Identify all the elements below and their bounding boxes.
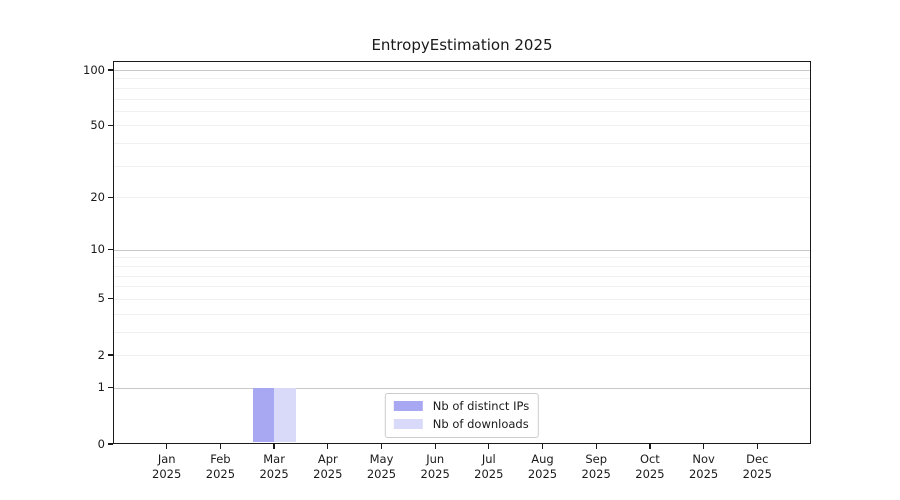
gridline-minor-y-5 bbox=[113, 298, 811, 300]
gridline-minor-y-40 bbox=[113, 143, 811, 145]
x-tick-mark-nov bbox=[702, 444, 705, 449]
legend-swatch-nb-of-distinct-ips bbox=[393, 401, 423, 411]
x-tick-mark-apr bbox=[327, 444, 329, 449]
y-tick-label-100: 100 bbox=[83, 62, 105, 77]
y-tick-mark-5 bbox=[108, 298, 113, 300]
legend-swatch-nb-of-downloads bbox=[393, 419, 423, 429]
x-tick-label-oct: Oct 2025 bbox=[635, 452, 665, 481]
x-tick-label-sep: Sep 2025 bbox=[581, 452, 611, 481]
x-tick-label-mar: Mar 2025 bbox=[259, 452, 289, 481]
gridline-minor-y-90 bbox=[113, 78, 811, 80]
x-tick-label-may: May 2025 bbox=[366, 452, 397, 481]
y-tick-label-10: 10 bbox=[90, 242, 105, 257]
y-tick-mark-50 bbox=[108, 124, 113, 127]
x-tick-mark-jan bbox=[166, 444, 168, 449]
y-tick-mark-10 bbox=[108, 249, 113, 251]
gridline-minor-y-70 bbox=[113, 98, 811, 100]
legend-label-nb-of-distinct-ips: Nb of distinct IPs bbox=[432, 399, 530, 413]
gridline-minor-y-3 bbox=[113, 331, 811, 333]
x-tick-label-apr: Apr 2025 bbox=[313, 452, 343, 481]
plot-area: Nb of distinct IPs Nb of downloads bbox=[113, 61, 811, 444]
y-tick-label-20: 20 bbox=[90, 189, 105, 204]
gridline-minor-y-80 bbox=[113, 87, 811, 89]
gridline-minor-y-30 bbox=[113, 165, 811, 167]
y-tick-label-50: 50 bbox=[90, 117, 105, 132]
gridline-major-y-1 bbox=[113, 387, 811, 389]
bar-nb-of-distinct-ips-mar bbox=[252, 387, 275, 443]
y-tick-mark-1 bbox=[108, 387, 113, 389]
gridline-minor-y-2 bbox=[113, 355, 811, 356]
x-tick-mark-dec bbox=[756, 444, 758, 449]
gridline-minor-y-50 bbox=[113, 125, 811, 127]
x-tick-mark-mar bbox=[273, 444, 275, 449]
gridline-minor-y-9 bbox=[113, 257, 811, 259]
legend: Nb of distinct IPs Nb of downloads bbox=[384, 393, 540, 438]
gridline-minor-y-7 bbox=[113, 275, 811, 277]
y-tick-mark-2 bbox=[108, 354, 113, 356]
gridline-minor-y-8 bbox=[113, 265, 811, 267]
gridline-minor-y-6 bbox=[113, 286, 811, 288]
gridline-minor-y-20 bbox=[113, 197, 811, 199]
legend-label-nb-of-downloads: Nb of downloads bbox=[432, 417, 529, 431]
y-tick-label-5: 5 bbox=[97, 291, 105, 306]
x-tick-mark-oct bbox=[649, 444, 651, 449]
x-tick-mark-jun bbox=[434, 444, 436, 449]
x-tick-label-dec: Dec 2025 bbox=[742, 452, 772, 481]
y-tick-mark-0 bbox=[108, 443, 113, 445]
gridline-major-y-100 bbox=[113, 70, 811, 71]
x-tick-label-jul: Jul 2025 bbox=[474, 452, 504, 481]
gridline-minor-y-60 bbox=[113, 110, 811, 112]
y-tick-label-1: 1 bbox=[97, 380, 105, 395]
gridline-major-y-10 bbox=[113, 249, 811, 251]
x-tick-label-jan: Jan 2025 bbox=[152, 452, 182, 481]
x-tick-mark-jul bbox=[488, 444, 490, 449]
x-tick-label-aug: Aug 2025 bbox=[527, 452, 558, 481]
x-tick-label-jun: Jun 2025 bbox=[420, 452, 450, 481]
legend-entry-nb-of-downloads: Nb of downloads bbox=[393, 417, 529, 431]
x-tick-mark-may bbox=[380, 444, 383, 449]
y-tick-label-0: 0 bbox=[97, 436, 105, 451]
chart-title: EntropyEstimation 2025 bbox=[371, 36, 553, 54]
x-tick-label-feb: Feb 2025 bbox=[205, 452, 236, 481]
y-tick-mark-100 bbox=[108, 69, 113, 71]
x-tick-label-nov: Nov 2025 bbox=[688, 452, 719, 481]
x-tick-mark-feb bbox=[219, 444, 222, 449]
axes-frame bbox=[113, 61, 811, 444]
legend-entry-nb-of-distinct-ips: Nb of distinct IPs bbox=[393, 399, 530, 413]
gridline-minor-y-4 bbox=[113, 313, 811, 315]
bar-nb-of-downloads-mar bbox=[274, 387, 296, 443]
y-tick-label-2: 2 bbox=[97, 347, 105, 362]
x-tick-mark-aug bbox=[541, 444, 544, 449]
x-tick-mark-sep bbox=[595, 444, 597, 449]
y-tick-mark-20 bbox=[108, 196, 113, 198]
